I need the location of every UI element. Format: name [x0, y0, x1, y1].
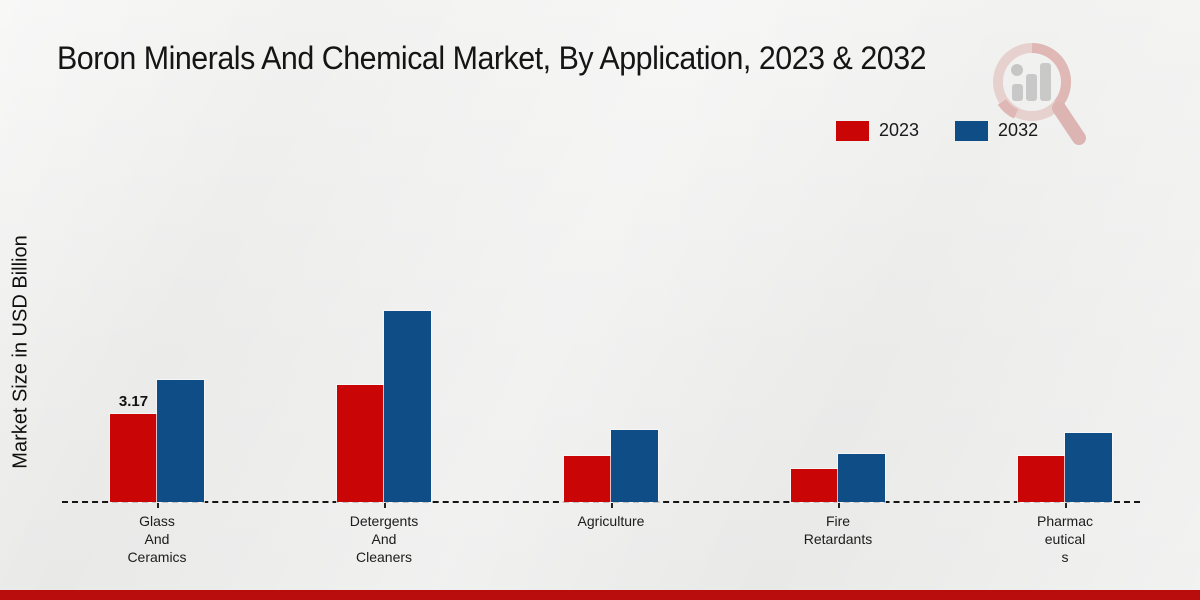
bar-2023-fire-retardants — [790, 468, 839, 503]
magnifier-chart-icon — [993, 42, 1086, 145]
x-axis-label-line: Cleaners — [355, 549, 413, 565]
legend-item-2023: 2023 — [836, 120, 919, 141]
bar-2032-glass-and-ceramics — [156, 379, 205, 503]
legend-item-2032: 2032 — [955, 120, 1038, 141]
bar-2032-agriculture — [610, 429, 659, 503]
x-axis-label-agriculture: Agriculture — [531, 512, 691, 530]
legend-swatch-2032 — [955, 120, 989, 141]
x-axis-tick-fire-retardants — [838, 503, 840, 508]
x-axis-label-fire-retardants: Fire Retardants — [758, 512, 918, 548]
legend-label-2032: 2032 — [998, 120, 1039, 140]
bar-2032-pharmaceuticals — [1064, 432, 1113, 503]
x-axis-label-line: Retardants — [803, 531, 873, 547]
legend-label-2023: 2023 — [879, 120, 920, 140]
x-axis-label-line: Detergents — [349, 513, 419, 529]
x-axis-label-line: Fire — [825, 513, 851, 529]
bar-2023-glass-and-ceramics — [109, 413, 158, 503]
x-axis-label-glass-and-ceramics: Glass And Ceramics — [77, 512, 237, 566]
x-axis-label-line: Pharmac — [1036, 513, 1094, 529]
x-axis-tick-agriculture — [611, 503, 613, 508]
x-axis-label-pharmaceuticals: Pharmac eutical s — [985, 512, 1145, 566]
x-axis-label-line: And — [144, 531, 170, 547]
bar-2023-pharmaceuticals — [1017, 455, 1066, 503]
legend-swatch-2023 — [836, 120, 869, 141]
x-axis-label-line: And — [371, 531, 397, 547]
x-axis-tick-pharmaceuticals — [1065, 503, 1067, 508]
bar-value-label: 3.17 — [118, 393, 149, 410]
bar-2032-detergents-and-cleaners — [383, 310, 432, 503]
x-axis-label-line: Agriculture — [577, 513, 645, 529]
x-axis-baseline — [62, 501, 1140, 503]
watermark-logo — [980, 34, 1092, 157]
x-axis-label-line: Ceramics — [127, 549, 187, 565]
x-axis-label-line: eutical — [1044, 531, 1086, 547]
chart-legend: 2023 2032 — [836, 120, 1038, 141]
bar-2023-detergents-and-cleaners — [336, 384, 385, 503]
bar-2032-fire-retardants — [837, 453, 886, 503]
x-axis-label-line: s — [1061, 549, 1069, 565]
x-axis-label-detergents-and-cleaners: Detergents And Cleaners — [304, 512, 464, 566]
x-axis-tick-glass-and-ceramics — [157, 503, 159, 508]
chart-title: Boron Minerals And Chemical Market, By A… — [57, 40, 927, 76]
x-axis-label-line: Glass — [139, 513, 175, 529]
bar-2023-agriculture — [563, 455, 612, 503]
footer-accent-bar — [0, 590, 1200, 600]
x-axis-tick-detergents-and-cleaners — [384, 503, 386, 508]
